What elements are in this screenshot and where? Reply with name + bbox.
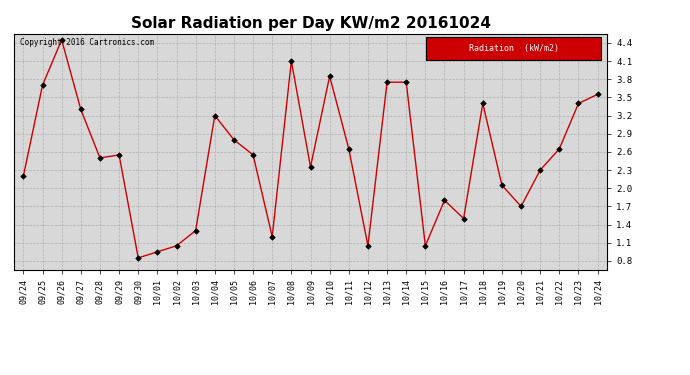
Text: Copyright 2016 Cartronics.com: Copyright 2016 Cartronics.com (20, 39, 154, 48)
FancyBboxPatch shape (426, 37, 601, 60)
Text: Radiation  (kW/m2): Radiation (kW/m2) (469, 44, 559, 53)
Title: Solar Radiation per Day KW/m2 20161024: Solar Radiation per Day KW/m2 20161024 (130, 16, 491, 31)
